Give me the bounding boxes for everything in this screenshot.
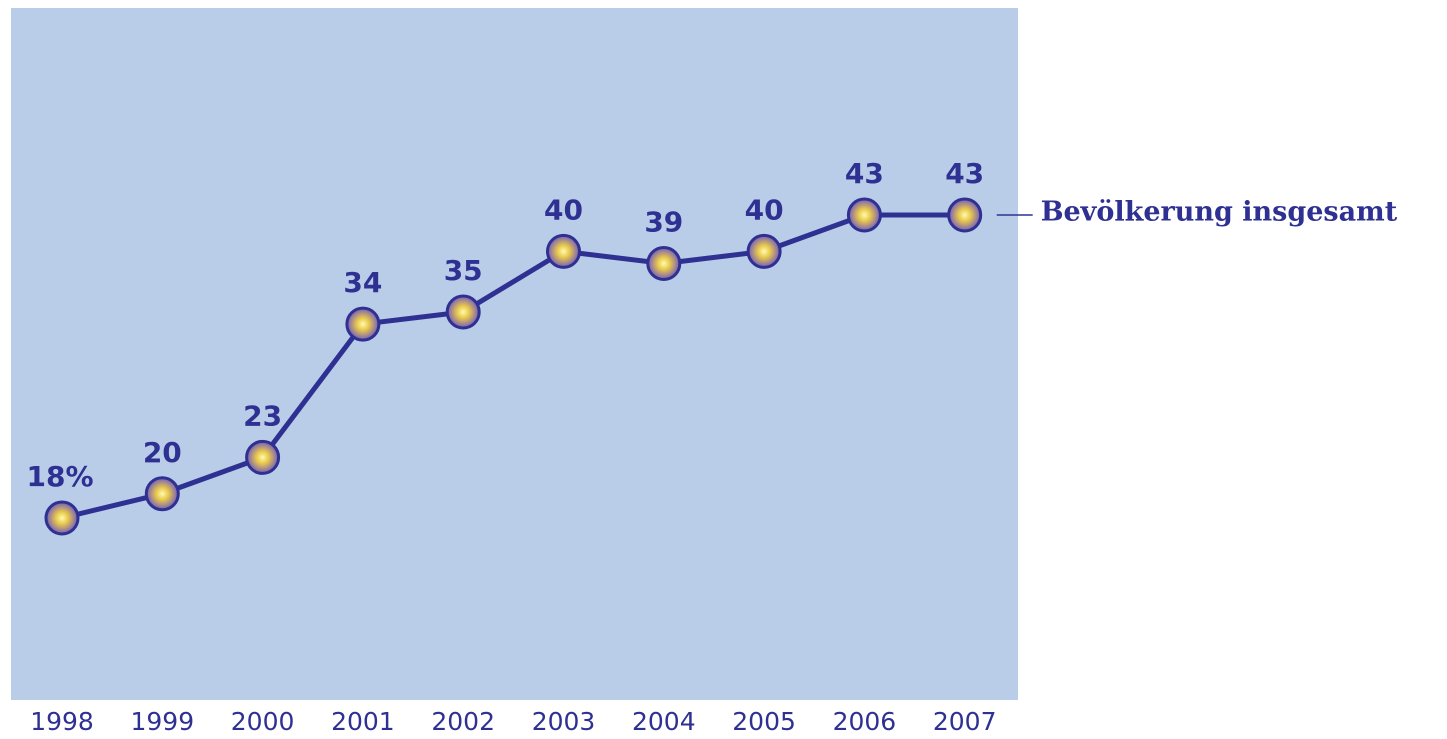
x-tick-label: 2007: [933, 707, 997, 736]
x-tick-label: 2002: [431, 707, 495, 736]
data-label: 23: [243, 399, 282, 432]
point: [144, 476, 180, 512]
x-tick-label: 1999: [130, 707, 194, 736]
point: [44, 500, 80, 536]
point: [947, 197, 983, 233]
data-label: 39: [644, 205, 683, 238]
series-line: [61, 212, 965, 521]
data-label: 20: [143, 436, 182, 469]
data-label: 43: [945, 157, 984, 190]
x-tick-label: 2005: [732, 707, 796, 736]
plot-area: [11, 8, 1018, 700]
point: [646, 245, 682, 281]
x-tick-label: 2003: [532, 707, 596, 736]
data-label: 18%: [26, 460, 93, 493]
x-tick-label: 2001: [331, 707, 395, 736]
point: [445, 294, 481, 330]
x-tick-label: 1998: [30, 707, 94, 736]
data-label: 43: [845, 157, 884, 190]
point: [546, 233, 581, 269]
series-label: Bevölkerung insgesamt: [1041, 197, 1398, 228]
point: [245, 439, 281, 475]
data-label: 35: [444, 254, 483, 287]
point: [345, 306, 381, 342]
point: [846, 197, 882, 233]
data-label: 40: [544, 193, 583, 226]
x-tick-label: 2000: [231, 707, 295, 736]
x-tick-label: 2006: [833, 707, 897, 736]
point: [746, 233, 782, 269]
data-label: 34: [343, 266, 382, 299]
x-tick-label: 2004: [632, 707, 696, 736]
data-label: 40: [745, 193, 784, 226]
